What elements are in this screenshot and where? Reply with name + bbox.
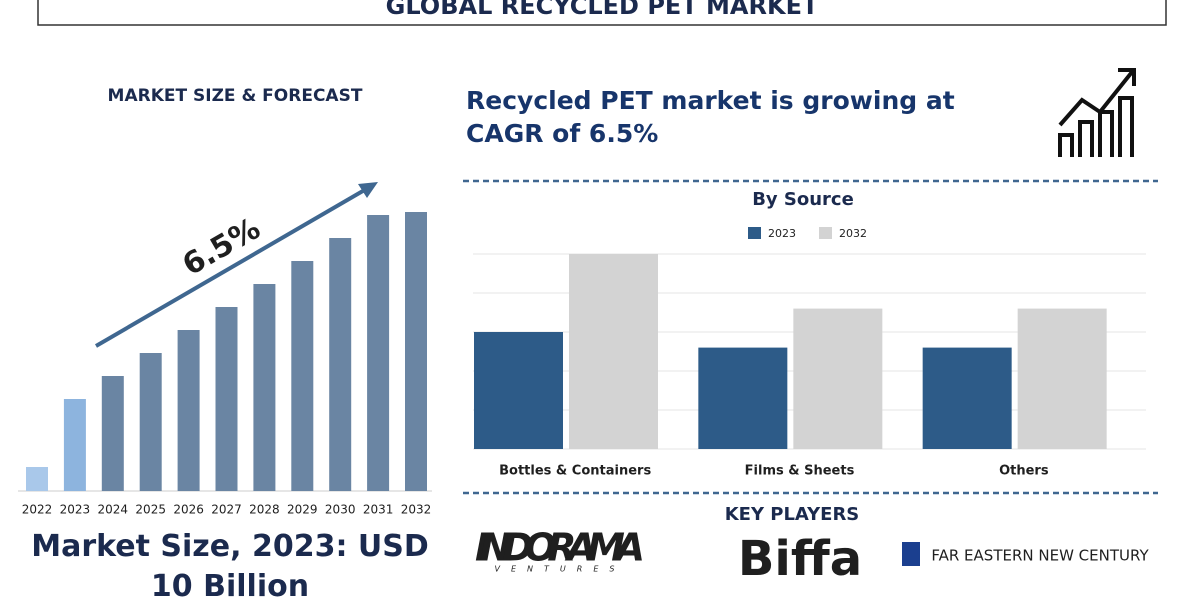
headline: Recycled PET market is growing at CAGR o… [466,86,955,148]
company-icon [902,542,920,566]
x-tick-label: 2027 [211,503,242,517]
bar [367,215,390,491]
x-tick-label: 2028 [249,503,280,517]
growth-arrow [94,186,370,348]
header-box [37,0,1167,26]
x-tick-label: Bottles & Containers [499,464,651,479]
bar [405,212,427,491]
bar [329,238,352,491]
bar [1017,308,1107,449]
company-logo[interactable]: FAR EASTERN NEW CENTURY [931,547,1149,565]
market-size-caption: Market Size, 2023: USD 10 Billion [31,529,429,604]
bar [253,284,276,491]
bar [139,353,162,491]
legend-label: 2023 [768,227,796,240]
chart-title: By Source [752,189,854,210]
company-logo[interactable]: Biffa [738,531,862,587]
bar [26,467,48,491]
legend-swatch [748,227,761,239]
bar [474,332,563,449]
legend-swatch [819,227,832,239]
bar [698,347,788,449]
growth-icon [1058,68,1136,157]
x-tick-label: 2025 [135,503,166,517]
x-tick-label: 2030 [325,503,356,517]
legend-label: 2032 [839,227,867,240]
x-tick-label: Others [999,464,1049,479]
x-tick-label: 2023 [60,503,91,517]
x-tick-label: 2024 [98,503,129,517]
arrow-head [358,182,378,198]
bar [793,308,883,449]
x-tick-label: 2032 [401,503,432,517]
bar [177,330,200,491]
bar [291,261,314,491]
chart-title: MARKET SIZE & FORECAST [108,86,363,106]
x-tick-label: 2031 [363,503,394,517]
company-logo[interactable]: INDORAMA [475,526,645,570]
bar [922,347,1012,449]
bar [101,376,124,491]
x-tick-label: 2029 [287,503,318,517]
header-title: GLOBAL RECYCLED PET MARKET [386,0,819,20]
x-tick-label: 2026 [173,503,204,517]
company-subtitle: VENTURES [495,565,626,574]
bar [569,254,658,449]
bar [63,399,86,491]
bar [215,307,238,491]
x-tick-label: Films & Sheets [745,464,855,479]
x-tick-label: 2022 [22,503,53,517]
key-players-title: KEY PLAYERS [725,504,860,525]
